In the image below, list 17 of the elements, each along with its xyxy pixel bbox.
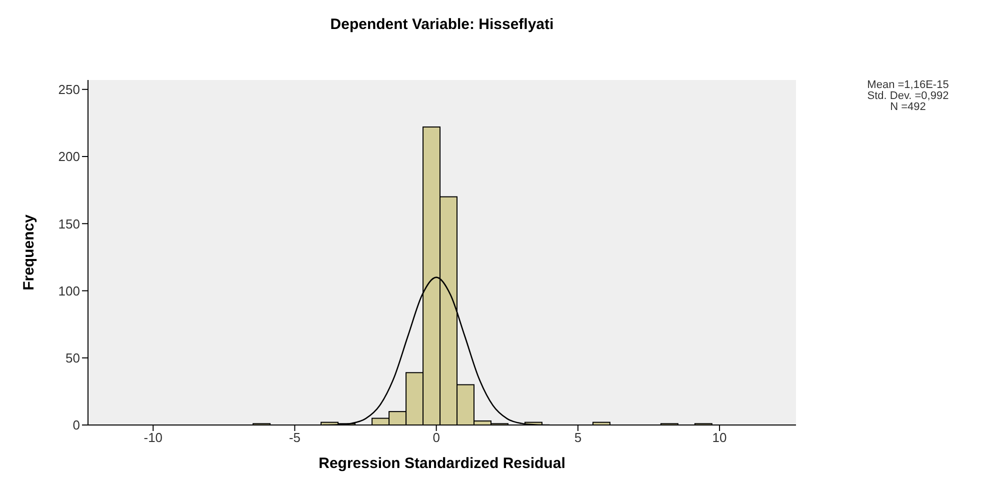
y-tick-label: 250: [58, 82, 80, 98]
x-axis-title: Regression Standardized Residual: [318, 455, 566, 472]
x-tick-label: 10: [712, 430, 727, 446]
x-tick-label: 5: [574, 430, 582, 446]
text: N =492: [889, 101, 927, 113]
y-tick-label: 100: [58, 283, 80, 298]
y-tick-label: 0: [72, 418, 80, 433]
text: Mean =1,16E-15: [866, 79, 950, 91]
x-tick-label: 0: [432, 430, 440, 446]
chart-title: Dependent Variable: Hisseflyati: [329, 16, 555, 33]
y-axis-title: Frequency: [20, 214, 38, 290]
x-tick-label: -5: [288, 430, 301, 446]
text: Std. Dev. =0,992: [866, 90, 950, 102]
x-tick-label: -10: [144, 430, 163, 446]
y-tick-label: 200: [58, 149, 80, 164]
y-tick-label: 50: [66, 350, 80, 366]
y-tick-label: 150: [58, 216, 80, 232]
